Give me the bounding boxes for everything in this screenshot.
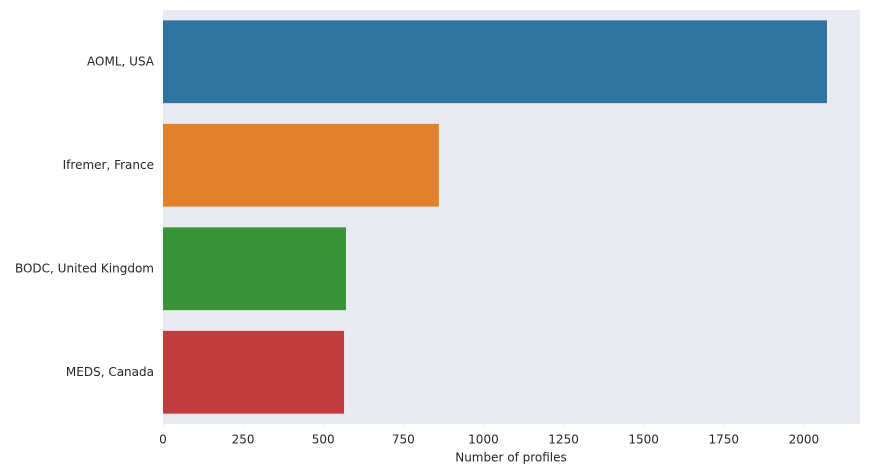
x-axis-label: Number of profiles bbox=[455, 451, 567, 465]
bar bbox=[163, 330, 345, 414]
x-tick-label: 500 bbox=[312, 433, 335, 447]
y-tick-label: AOML, USA bbox=[87, 54, 155, 68]
x-tick-label: 250 bbox=[232, 433, 255, 447]
bar bbox=[163, 227, 346, 311]
bar bbox=[163, 123, 439, 207]
bar bbox=[163, 20, 827, 104]
x-tick-label: 2000 bbox=[789, 433, 820, 447]
x-tick-label: 1500 bbox=[628, 433, 659, 447]
x-tick-label: 1250 bbox=[548, 433, 579, 447]
y-tick-label: MEDS, Canada bbox=[66, 365, 154, 379]
x-tick-label: 0 bbox=[159, 433, 167, 447]
y-tick-label: BODC, United Kingdom bbox=[15, 261, 154, 275]
y-tick-label: Ifremer, France bbox=[63, 158, 154, 172]
x-tick-label: 1750 bbox=[709, 433, 740, 447]
x-tick-label: 750 bbox=[392, 433, 415, 447]
x-tick-label: 1000 bbox=[468, 433, 499, 447]
